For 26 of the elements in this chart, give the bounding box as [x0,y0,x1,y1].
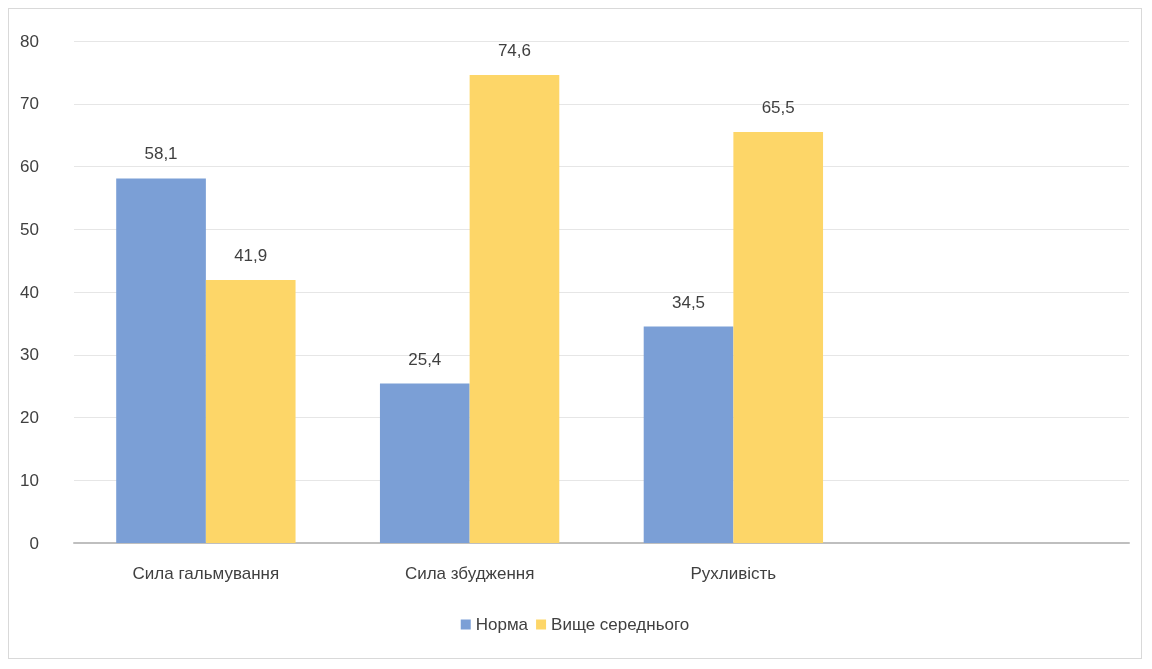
bar [643,326,734,543]
bar [205,280,296,543]
x-tick-label: Сила гальмування [132,564,280,583]
x-tick-label: Сила збудження [404,564,535,583]
data-label: 25,4 [408,349,442,369]
y-tick-label: 20 [20,408,39,427]
bar [469,74,560,543]
y-tick-label: 0 [29,533,39,553]
data-label: 65,5 [761,97,795,117]
y-tick-label: 70 [20,94,39,114]
bar [116,178,206,543]
data-label: 58,1 [144,144,178,164]
y-tick-label: 30 [20,345,39,365]
y-tick-label: 40 [20,282,39,302]
legend-label: Вище середнього [551,615,690,634]
y-tick-label: 80 [20,31,39,51]
bar [379,383,470,543]
data-label: 34,5 [671,292,706,312]
data-label: 41,9 [234,246,268,266]
x-tick-label: Рухливість [690,564,777,583]
y-tick-label: 60 [20,157,39,176]
legend-label: Норма [475,615,529,634]
bar [733,131,824,543]
data-label: 74,6 [497,40,532,60]
y-tick-label: 50 [20,219,39,239]
y-tick-label: 10 [20,470,39,490]
